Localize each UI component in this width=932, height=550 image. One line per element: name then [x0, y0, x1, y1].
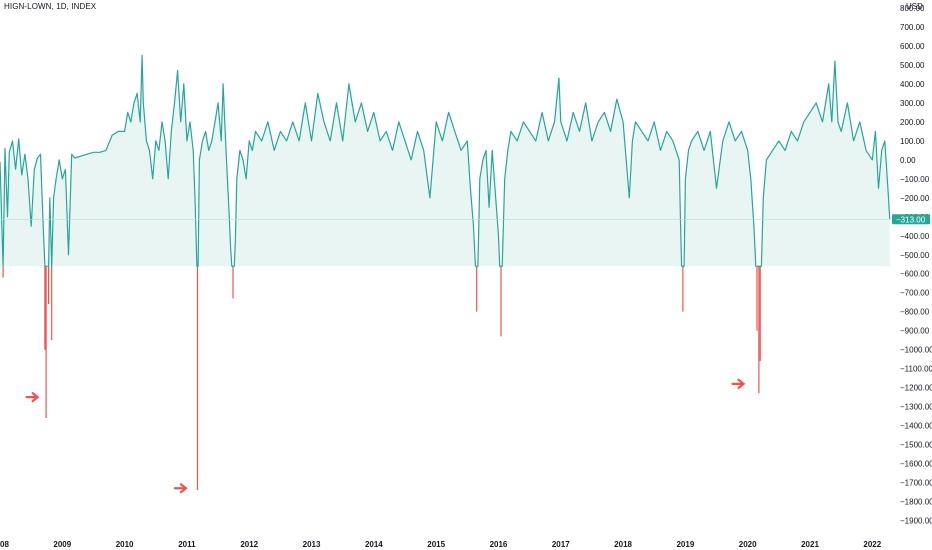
- y-tick-label: 100.00: [900, 137, 925, 146]
- x-tick-label: 2021: [801, 540, 819, 549]
- x-tick-label: 2010: [116, 540, 134, 549]
- x-tick-label: 2012: [240, 540, 258, 549]
- y-tick-label: 600.00: [900, 42, 925, 51]
- y-tick-label: −1100.00: [900, 365, 932, 374]
- y-tick-label: −1800.00: [900, 498, 932, 507]
- y-tick-label: −1200.00: [900, 384, 932, 393]
- y-tick-label: −1300.00: [900, 403, 932, 412]
- last-value-badge: [892, 214, 930, 225]
- x-tick-label: 2011: [178, 540, 196, 549]
- y-tick-label: −700.00: [900, 289, 930, 298]
- x-tick-label: 2016: [490, 540, 508, 549]
- y-tick-label: −1600.00: [900, 460, 932, 469]
- arrow-annotation: [731, 378, 746, 389]
- y-tick-label: −400.00: [900, 232, 930, 241]
- y-tick-label: −600.00: [900, 270, 930, 279]
- y-tick-label: −1900.00: [900, 517, 932, 526]
- y-tick-label: 800.00: [900, 4, 925, 13]
- series-line: [0, 54, 891, 267]
- last-value-text: −313.00: [896, 215, 926, 224]
- y-tick-label: 300.00: [900, 99, 925, 108]
- unit-label: USD: [906, 2, 923, 11]
- x-tick-label: 2022: [863, 540, 881, 549]
- y-tick-label: −100.00: [900, 175, 930, 184]
- y-tick-label: −1000.00: [900, 346, 932, 355]
- y-tick-label: −200.00: [900, 194, 930, 203]
- x-tick-label: 2019: [676, 540, 694, 549]
- x-tick-label: 2014: [365, 540, 383, 549]
- y-tick-label: 0.00: [900, 156, 916, 165]
- x-tick-label: 2020: [739, 540, 757, 549]
- x-tick-label: 2009: [53, 540, 71, 549]
- x-tick-label: 2013: [303, 540, 321, 549]
- y-tick-label: −1500.00: [900, 441, 932, 450]
- y-tick-label: −800.00: [900, 308, 930, 317]
- x-tick-label: 08: [0, 540, 9, 549]
- x-tick-label: 2017: [552, 540, 570, 549]
- x-tick-label: 2015: [427, 540, 445, 549]
- y-tick-label: 400.00: [900, 80, 925, 89]
- chart-title: HIGN-LOWN, 1D, INDEX: [4, 2, 97, 11]
- y-tick-label: 700.00: [900, 23, 925, 32]
- y-tick-label: −900.00: [900, 327, 930, 336]
- arrow-annotation: [173, 483, 188, 494]
- y-tick-label: −500.00: [900, 251, 930, 260]
- y-tick-label: −1400.00: [900, 422, 932, 431]
- y-tick-label: 200.00: [900, 118, 925, 127]
- x-tick-label: 2018: [614, 540, 632, 549]
- area-fill: [0, 55, 890, 267]
- arrow-annotation: [25, 392, 40, 403]
- y-tick-label: 500.00: [900, 61, 925, 70]
- y-tick-label: −1700.00: [900, 479, 932, 488]
